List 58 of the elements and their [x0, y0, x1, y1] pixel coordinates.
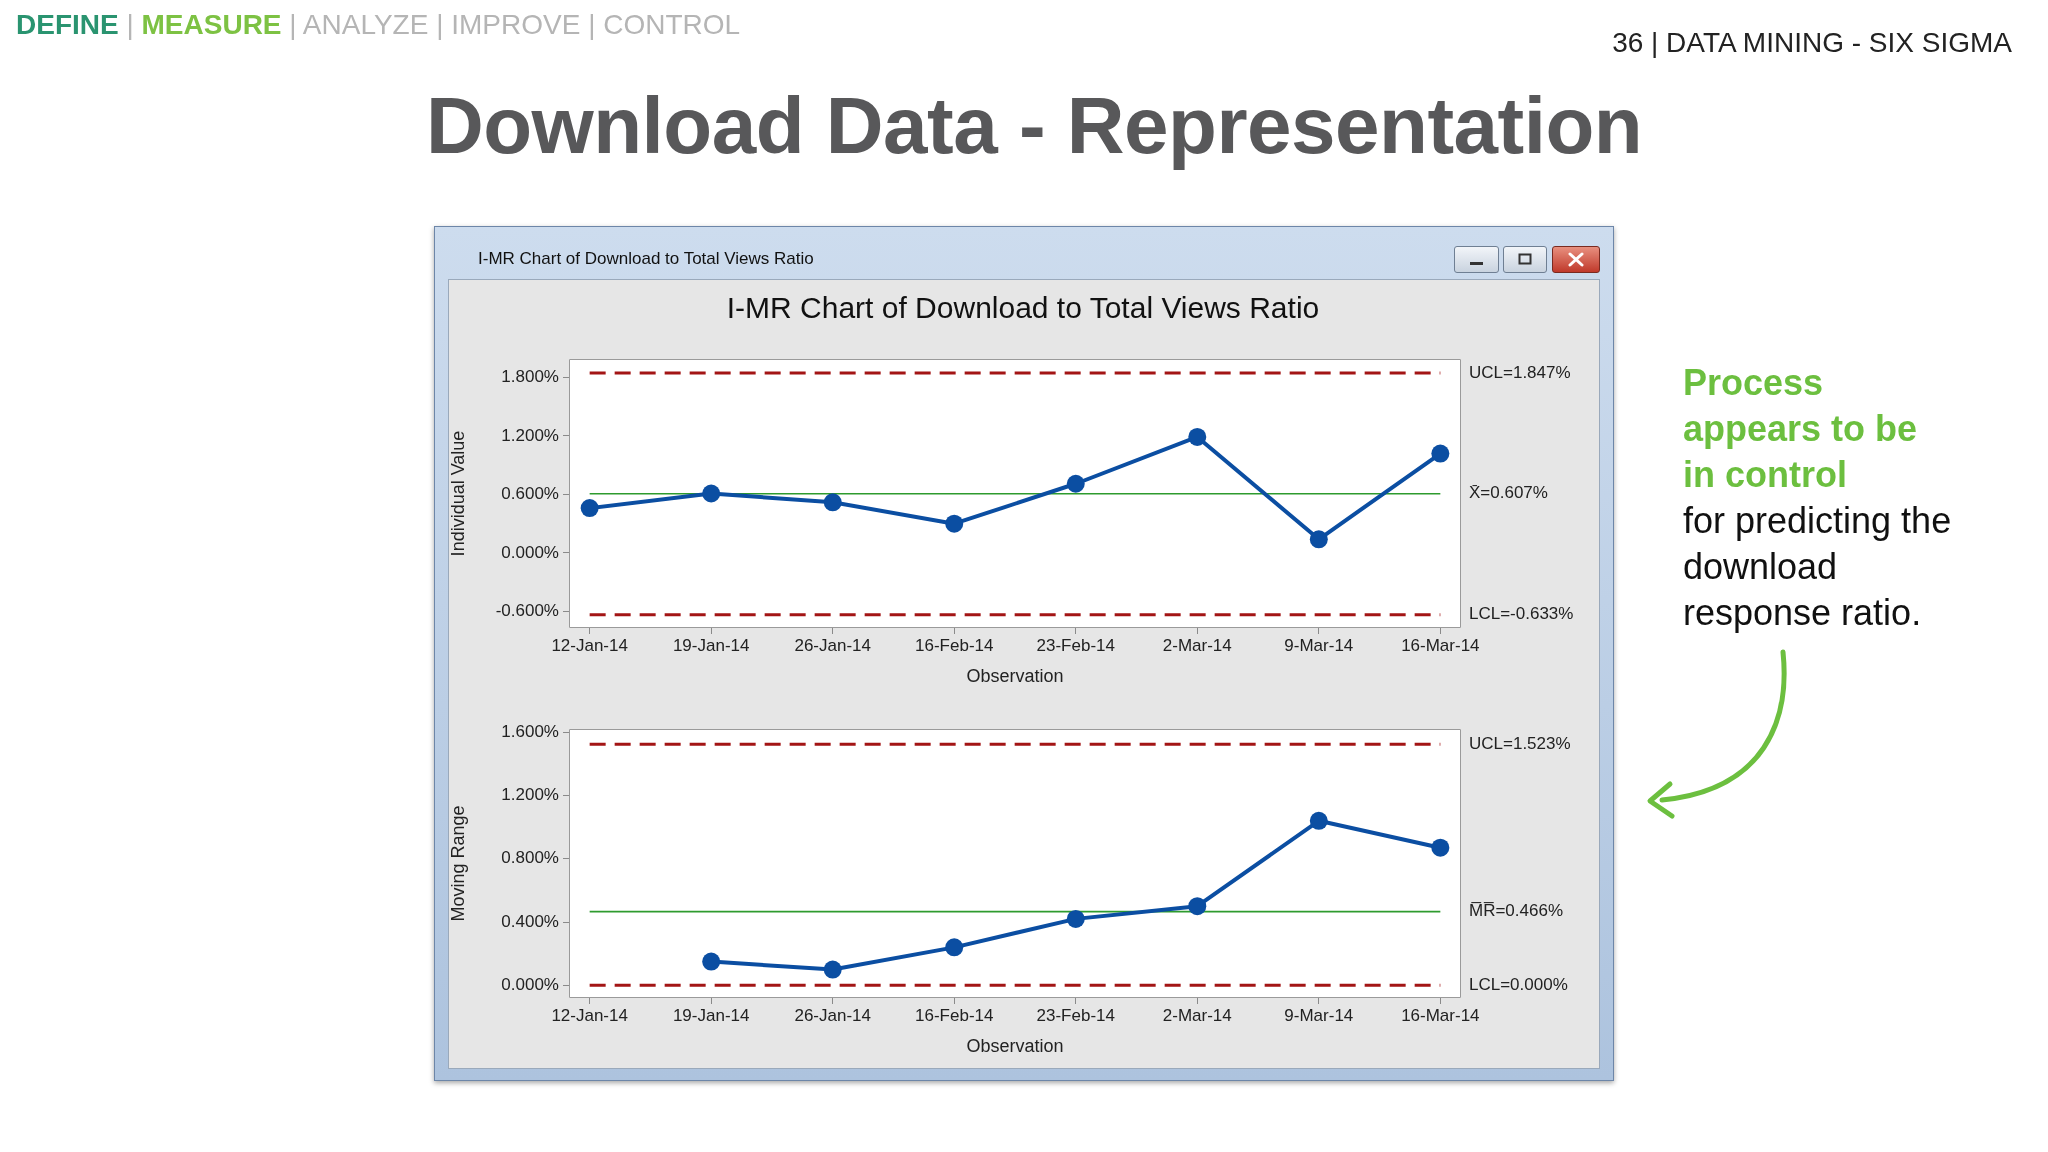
- x-tick-label: 2-Mar-14: [1162, 635, 1232, 655]
- x-tick-label: 26-Jan-14: [794, 1005, 871, 1025]
- x-tick-label: 23-Feb-14: [1036, 635, 1115, 655]
- point: [945, 938, 964, 957]
- x-tick-label: 9-Mar-14: [1284, 635, 1354, 655]
- text: for predicting the download response ratio.: [1683, 499, 1953, 635]
- point: [1309, 811, 1328, 830]
- y-tick-label: 1.200%: [501, 425, 559, 445]
- x-tick-label: 16-Feb-14: [915, 1005, 994, 1025]
- y-axis-title: Individual Value: [447, 430, 468, 557]
- point: [1066, 909, 1085, 928]
- y-tick-label: 0.000%: [501, 542, 559, 562]
- ref-line-label: LCL=-0.633%: [1469, 604, 1574, 624]
- x-tick-label: 2-Mar-14: [1162, 1005, 1232, 1025]
- text: DEFINE | MEASURE | ANALYZE | IMPROVE | CONTROL: [16, 9, 741, 40]
- y-tick-label: 1.600%: [501, 721, 559, 741]
- x-tick-label: 16-Feb-14: [915, 635, 994, 655]
- point: [702, 952, 721, 971]
- y-tick-label: 1.800%: [501, 367, 559, 387]
- x-tick-label: 12-Jan-14: [551, 1005, 628, 1025]
- y-tick-label: -0.600%: [495, 601, 559, 621]
- ref-line-label: UCL=1.523%: [1469, 734, 1571, 754]
- ref-line-label: LCL=0.000%: [1469, 975, 1568, 995]
- ref-line-label: M̅R̅=0.466%: [1469, 901, 1564, 921]
- point: [580, 499, 599, 518]
- point: [1309, 530, 1328, 549]
- x-tick-label: 9-Mar-14: [1284, 1005, 1354, 1025]
- y-tick-label: 0.000%: [501, 975, 559, 995]
- text: I-MR Chart of Download to Total Views Ratio: [478, 248, 814, 270]
- y-tick-label: 0.800%: [501, 848, 559, 868]
- point: [1431, 838, 1450, 857]
- point: [702, 484, 721, 503]
- x-tick-label: 16-Mar-14: [1401, 1005, 1480, 1025]
- x-tick-label: 19-Jan-14: [672, 635, 750, 655]
- x-axis-title: Observation: [966, 666, 1064, 687]
- text: Download Data - Representation: [424, 80, 1644, 172]
- y-tick-label: 1.200%: [501, 785, 559, 805]
- x-axis-title: Observation: [966, 1036, 1064, 1057]
- y-axis-title: Moving Range: [447, 805, 468, 922]
- point: [945, 514, 964, 533]
- point: [823, 493, 842, 512]
- y-tick-label: 0.600%: [501, 484, 559, 504]
- point: [1066, 474, 1085, 493]
- y-tick-label: 0.400%: [501, 911, 559, 931]
- text: Process appears to be in control: [1683, 361, 1919, 497]
- point: [823, 960, 842, 979]
- point: [1431, 444, 1450, 463]
- chart-title: I-MR Chart of Download to Total Views Ratio: [725, 290, 1321, 326]
- x-tick-label: 26-Jan-14: [794, 635, 871, 655]
- ref-line-label: X̄=0.607%: [1469, 483, 1548, 503]
- ref-line-label: UCL=1.847%: [1469, 362, 1571, 382]
- text: 36 | DATA MINING - SIX SIGMA: [1612, 26, 2012, 60]
- x-tick-label: 16-Mar-14: [1401, 635, 1480, 655]
- x-tick-label: 12-Jan-14: [551, 635, 628, 655]
- point: [1188, 897, 1207, 916]
- x-tick-label: 19-Jan-14: [672, 1005, 750, 1025]
- point: [1188, 427, 1207, 446]
- x-tick-label: 23-Feb-14: [1036, 1005, 1115, 1025]
